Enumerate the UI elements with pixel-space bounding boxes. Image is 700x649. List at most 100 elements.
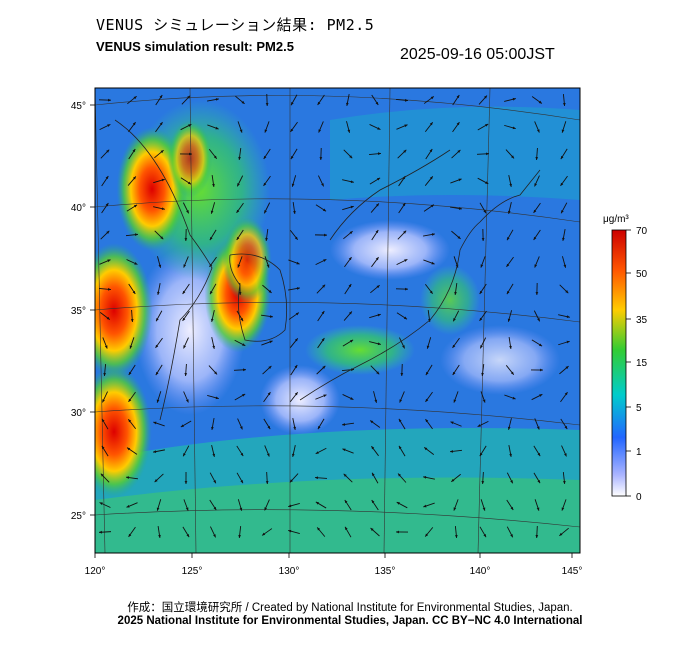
wind-arrow [399,337,405,349]
y-tick-30: 30° [71,408,86,419]
wind-arrow [561,121,567,133]
wind-arrow [531,96,543,104]
colorbar-label-70: 70 [636,226,648,237]
wind-arrow [128,526,136,538]
wind-arrow [209,472,217,484]
wind-arrow [530,368,544,372]
wind-arrow [477,177,489,185]
wind-arrow [369,341,381,346]
wind-arrow [209,229,217,241]
wind-arrow [561,499,567,511]
wind-arrow [154,473,164,483]
wind-arrow [290,364,298,376]
wind-arrow [156,391,162,403]
x-tick-145: 145° [562,566,583,577]
colorbar: μg/m³ 70 50 35 15 5 1 0 [603,214,648,503]
wind-arrow [343,311,353,321]
wind-arrow [317,337,325,349]
wind-arrow [371,445,379,457]
wind-arrow [533,445,541,457]
wind-arrow [99,502,111,508]
wind-arrow [211,337,216,349]
wind-arrow [343,473,353,483]
wind-arrow [342,394,354,400]
wind-arrow [559,284,569,294]
wind-arrow [450,421,462,427]
wind-arrow [508,175,513,187]
wind-arrow [208,149,218,159]
x-tick-125: 125° [182,566,203,577]
wind-arrow [346,121,351,133]
wind-arrow [454,525,458,539]
wind-arrow [506,229,514,241]
wind-arrow [317,175,325,187]
wind-arrow [558,340,570,346]
wind-arrow [562,471,566,485]
wind-arrow [451,230,461,240]
wind-arrow [477,420,489,428]
wind-arrow [531,339,543,347]
wind-arrow [397,149,407,159]
colorbar-label-5: 5 [636,403,642,414]
wind-arrow [504,124,516,130]
wind-arrow [533,310,541,322]
wind-arrow [315,501,327,509]
wind-arrow [208,365,218,375]
wind-arrow [559,527,569,537]
wind-arrow [209,499,217,511]
wind-arrow [100,473,110,483]
wind-arrow [559,365,569,375]
wind-arrow [558,314,570,319]
wind-arrow [263,391,271,403]
wind-arrow [344,283,352,295]
wind-arrow [183,499,189,511]
wind-arrow [506,499,514,511]
wind-arrow [182,283,190,295]
wind-arrow [291,175,297,187]
colorbar-label-0: 0 [636,492,642,503]
hotspot-layer [95,119,272,498]
wind-arrow [477,123,489,131]
wind-arrow [290,148,298,160]
wind-arrow [398,418,406,430]
wind-arrow [534,499,540,511]
wind-arrow [101,418,109,430]
wind-arrow [452,337,460,349]
wind-arrow [317,310,325,322]
wind-arrow [183,391,189,403]
wind-arrow [560,202,568,214]
map-frame [94,87,581,554]
wind-arrow [316,284,326,294]
wind-arrow [103,363,107,377]
wind-arrow [238,147,242,161]
wind-arrow [479,283,487,295]
wind-arrow [342,179,354,184]
wind-arrow [534,175,540,187]
credit-created: 作成：国立環境研究所 / Created by National Institu… [127,602,573,614]
wind-arrow [560,391,568,403]
wind-arrow [480,391,486,403]
wind-arrow [342,448,354,454]
wind-arrow [315,394,327,400]
wind-arrow [99,312,111,320]
wind-arrow [102,337,108,349]
wind-arrow [236,229,244,241]
y-tick-25: 25° [71,511,86,522]
wind-arrow [344,526,352,538]
wind-arrow [368,152,382,156]
title-english: VENUS simulation result: PM2.5 [96,39,294,54]
colorbar-label-50: 50 [636,269,648,280]
wind-arrow [289,229,299,241]
wind-arrow [507,310,513,322]
coastlines [114,119,541,421]
wind-arrow [126,204,138,212]
wind-arrow [264,445,270,457]
wind-arrow [451,149,461,159]
wind-arrow [342,339,354,347]
wind-arrow [319,147,323,161]
wind-arrow [209,526,217,538]
wind-arrow [236,445,244,457]
wind-arrow [426,337,432,349]
wind-arrow [235,95,245,105]
wind-arrow [209,283,217,295]
